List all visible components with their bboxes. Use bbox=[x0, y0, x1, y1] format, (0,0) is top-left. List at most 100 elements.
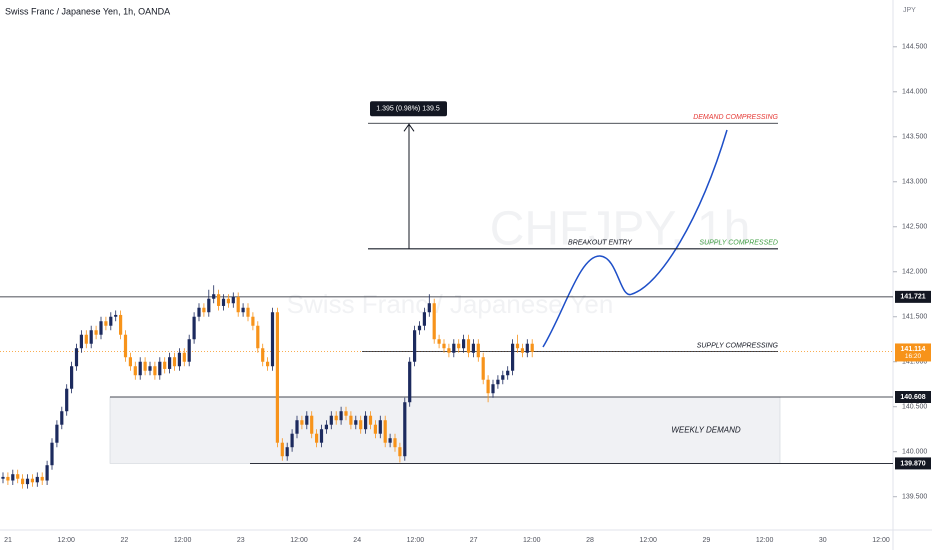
candle-body bbox=[457, 343, 461, 349]
candle-body bbox=[168, 357, 172, 369]
candle-body bbox=[354, 420, 358, 425]
candle-body bbox=[60, 411, 64, 425]
candle-body bbox=[447, 348, 451, 353]
level-label-box bbox=[895, 290, 931, 303]
candle-body bbox=[35, 476, 39, 483]
candle-body bbox=[202, 307, 206, 313]
level-label: 140.608 bbox=[900, 394, 925, 401]
candle-body bbox=[408, 361, 412, 403]
candle-body bbox=[25, 478, 30, 485]
candle-body bbox=[197, 307, 201, 317]
candle-body bbox=[6, 476, 10, 481]
candle-body bbox=[182, 352, 186, 362]
annotation-label: SUPPLY COMPRESSED bbox=[699, 240, 778, 247]
last-price-box bbox=[895, 343, 931, 362]
candle-body bbox=[84, 334, 88, 344]
candle-body bbox=[329, 415, 333, 425]
projection-curve bbox=[542, 129, 728, 348]
y-tick-label: 141.500 bbox=[902, 314, 927, 321]
candle-body bbox=[417, 325, 422, 331]
candle-body bbox=[305, 415, 309, 425]
candle-body bbox=[486, 379, 490, 394]
candle-body bbox=[452, 343, 456, 353]
x-tick-label: 12:00 bbox=[174, 537, 192, 544]
countdown-label: 16:20 bbox=[905, 353, 922, 360]
x-tick-label: 21 bbox=[4, 537, 12, 544]
candle-body bbox=[471, 343, 475, 353]
candle-body bbox=[55, 424, 59, 443]
candle-body bbox=[177, 352, 181, 367]
level-label: 139.870 bbox=[900, 460, 925, 467]
candle-body bbox=[388, 438, 392, 443]
candle-body bbox=[153, 366, 157, 376]
x-tick-label: 12:00 bbox=[57, 537, 75, 544]
candle-body bbox=[231, 296, 235, 304]
candle-body bbox=[437, 339, 441, 344]
candle-body bbox=[280, 442, 284, 457]
candle-body bbox=[40, 476, 44, 481]
candle-body bbox=[21, 478, 25, 485]
y-tick-label: 144.500 bbox=[902, 44, 927, 51]
annotation-label: BREAKOUT ENTRY bbox=[568, 240, 633, 247]
candle-body bbox=[266, 361, 270, 367]
y-tick-label: 140.500 bbox=[902, 404, 927, 411]
last-price-label: 141.114 bbox=[901, 346, 926, 353]
candle-body bbox=[50, 442, 54, 466]
candle-body bbox=[217, 294, 221, 306]
candle-body bbox=[378, 420, 382, 434]
candle-body bbox=[334, 415, 338, 421]
candle-body bbox=[462, 339, 466, 349]
candle-body bbox=[511, 343, 515, 371]
candle-body bbox=[398, 447, 402, 457]
candle-body bbox=[114, 314, 118, 317]
candle-body bbox=[1, 476, 5, 479]
candle-body bbox=[496, 379, 500, 385]
candle-body bbox=[491, 384, 495, 394]
y-tick-label: 141.000 bbox=[902, 359, 927, 366]
demand-zone bbox=[109, 396, 781, 464]
candle-body bbox=[403, 402, 407, 457]
candle-body bbox=[285, 447, 289, 457]
level-label: 141.721 bbox=[900, 294, 925, 301]
candle-body bbox=[290, 433, 294, 448]
candle-body bbox=[143, 361, 147, 371]
x-tick-label: 22 bbox=[121, 537, 129, 544]
candle-body bbox=[212, 294, 216, 299]
candle-body bbox=[79, 334, 83, 349]
candle-body bbox=[70, 366, 74, 389]
candle-body bbox=[310, 415, 314, 434]
candle-body bbox=[256, 325, 260, 349]
level-label-box bbox=[895, 457, 931, 470]
zone-label: WEEKLY DEMAND bbox=[671, 425, 741, 434]
candle-body bbox=[89, 330, 93, 344]
level-label-box bbox=[895, 391, 931, 404]
candle-body bbox=[359, 420, 363, 430]
x-tick-label: 23 bbox=[237, 537, 245, 544]
candle-body bbox=[349, 415, 353, 425]
candle-body bbox=[187, 339, 191, 362]
candle-body bbox=[295, 420, 299, 434]
candle-body bbox=[11, 474, 15, 481]
y-tick-label: 142.000 bbox=[902, 269, 927, 276]
candle-body bbox=[246, 307, 250, 317]
candle-body bbox=[207, 298, 211, 313]
candle-body bbox=[261, 348, 265, 362]
candle-body bbox=[163, 361, 167, 369]
x-tick-label: 12:00 bbox=[756, 537, 774, 544]
candle-body bbox=[104, 321, 108, 326]
candle-body bbox=[339, 411, 343, 421]
candle-body bbox=[432, 303, 436, 340]
candle-body bbox=[506, 370, 510, 376]
candle-body bbox=[270, 312, 275, 367]
candle-body bbox=[192, 316, 196, 340]
x-tick-label: 12:00 bbox=[523, 537, 541, 544]
candle-body bbox=[30, 478, 34, 483]
candle-body bbox=[515, 343, 520, 349]
x-tick-label: 24 bbox=[353, 537, 361, 544]
candle-body bbox=[16, 474, 20, 479]
candle-body bbox=[442, 343, 446, 349]
candle-body bbox=[65, 388, 69, 412]
candle-body bbox=[226, 298, 230, 304]
y-tick-label: 140.000 bbox=[902, 449, 927, 456]
